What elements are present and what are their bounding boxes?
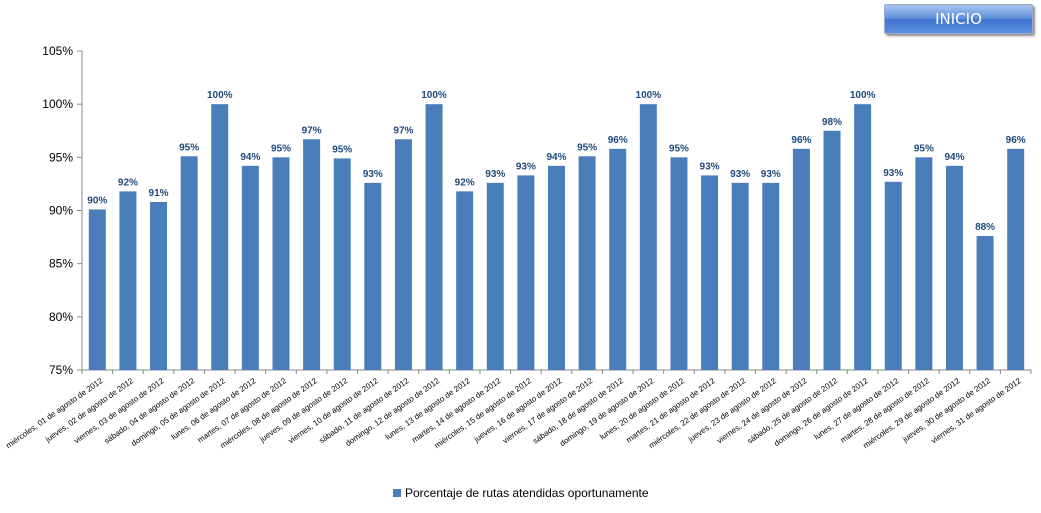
bar xyxy=(517,175,535,370)
legend-label: Porcentaje de rutas atendidas oportuname… xyxy=(405,486,649,500)
y-tick-label: 100% xyxy=(42,97,73,111)
data-label: 95% xyxy=(669,143,689,154)
data-label: 96% xyxy=(791,135,811,146)
legend-swatch xyxy=(393,489,401,497)
y-tick-label: 80% xyxy=(49,310,73,324)
bar xyxy=(639,104,657,371)
bar xyxy=(854,104,872,371)
data-label: 100% xyxy=(207,90,233,101)
bar xyxy=(976,236,994,370)
y-tick-label: 75% xyxy=(49,363,73,377)
data-label: 94% xyxy=(240,152,260,163)
data-label: 97% xyxy=(393,125,413,136)
data-label: 100% xyxy=(636,90,662,101)
bar xyxy=(915,157,933,370)
data-label: 100% xyxy=(850,90,876,101)
data-label: 91% xyxy=(149,188,169,199)
bar xyxy=(609,148,627,370)
bar xyxy=(548,165,565,370)
data-label: 96% xyxy=(608,135,628,146)
bar xyxy=(211,104,229,371)
data-label: 94% xyxy=(546,152,566,163)
data-label: 93% xyxy=(883,168,903,179)
bar xyxy=(150,201,168,370)
data-label: 88% xyxy=(975,222,995,233)
y-tick-label: 95% xyxy=(49,150,73,164)
bar xyxy=(884,181,902,370)
data-label: 96% xyxy=(1006,135,1026,146)
data-label: 94% xyxy=(944,152,964,163)
data-label: 93% xyxy=(516,161,536,172)
bar xyxy=(303,139,321,370)
legend: Porcentaje de rutas atendidas oportuname… xyxy=(393,485,649,501)
bar xyxy=(823,130,841,370)
data-label: 95% xyxy=(179,142,199,153)
data-label: 93% xyxy=(485,169,505,180)
y-tick-label: 105% xyxy=(42,44,73,58)
bar xyxy=(456,191,474,370)
data-label: 93% xyxy=(363,169,383,180)
bar xyxy=(578,156,596,370)
bar xyxy=(1007,148,1025,370)
data-label: 93% xyxy=(700,161,720,172)
data-label: 95% xyxy=(577,142,597,153)
bar xyxy=(701,175,719,370)
bar xyxy=(119,191,137,370)
bar xyxy=(180,156,198,370)
inicio-button[interactable]: INICIO xyxy=(884,4,1033,34)
y-tick-label: 85% xyxy=(49,257,73,271)
data-label: 97% xyxy=(302,125,322,136)
data-label: 100% xyxy=(421,90,447,101)
bar xyxy=(792,148,810,370)
data-label: 95% xyxy=(271,143,291,154)
bar xyxy=(425,104,443,371)
data-label: 93% xyxy=(761,169,781,180)
bar xyxy=(486,182,504,370)
bar xyxy=(762,182,780,370)
bar xyxy=(88,209,106,370)
bar xyxy=(945,165,963,370)
data-label: 98% xyxy=(822,117,842,128)
data-label: 90% xyxy=(87,195,107,206)
data-label: 95% xyxy=(914,143,934,154)
bar xyxy=(241,165,259,370)
y-tick-label: 90% xyxy=(49,204,73,218)
bar xyxy=(364,182,382,370)
bar xyxy=(670,157,688,370)
bar xyxy=(394,139,412,370)
bar xyxy=(731,182,749,370)
data-label: 93% xyxy=(730,169,750,180)
bar xyxy=(333,158,351,370)
data-label: 92% xyxy=(118,177,138,188)
data-label: 95% xyxy=(332,144,352,155)
bar xyxy=(272,157,290,370)
data-label: 92% xyxy=(455,177,475,188)
